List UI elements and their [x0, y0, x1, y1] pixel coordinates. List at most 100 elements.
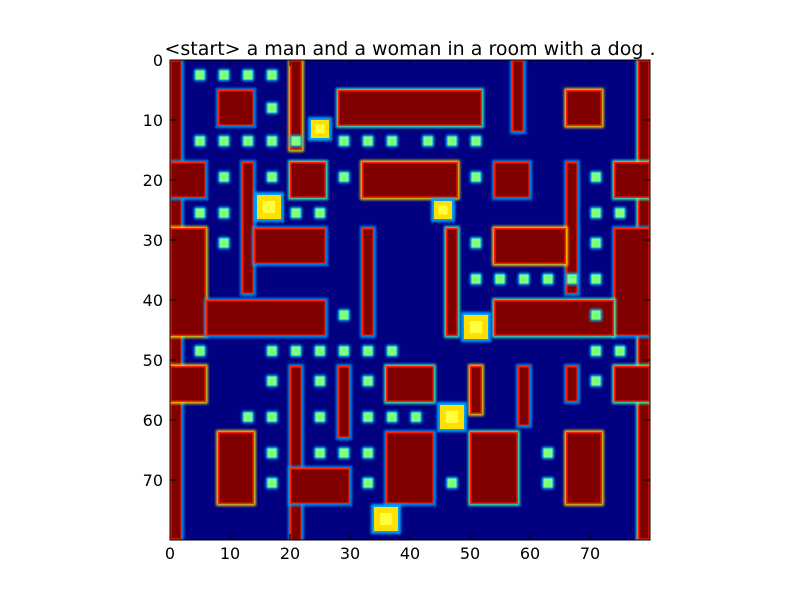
heatmap-wall-core — [171, 367, 205, 401]
heatmap-wall-block — [384, 364, 436, 404]
heatmap-pellet — [218, 135, 230, 147]
heatmap-hotspot — [431, 198, 455, 222]
heatmap-pellet — [242, 411, 254, 423]
heatmap-wall-core — [339, 91, 481, 125]
heatmap-pellet — [314, 411, 326, 423]
y-tick-label: 0 — [153, 51, 163, 70]
heatmap-pellet — [338, 345, 350, 357]
heatmap-pellet-core — [267, 412, 277, 422]
heatmap-hotspot-core — [263, 201, 275, 213]
heatmap-pellet-core — [267, 478, 277, 488]
heatmap-wall-block — [216, 430, 256, 506]
heatmap-pellet-core — [243, 70, 253, 80]
heatmap-pellet — [266, 345, 278, 357]
heatmap-pellet-core — [519, 274, 529, 284]
heatmap-pellet-core — [267, 172, 277, 182]
heatmap-pellet-core — [591, 238, 601, 248]
heatmap-pellet — [266, 477, 278, 489]
heatmap-hotspot-core — [380, 513, 392, 525]
heatmap-pellet — [590, 345, 602, 357]
heatmap-wall-core — [567, 367, 577, 401]
heatmap-wall-block — [336, 88, 484, 128]
heatmap-wall-block — [204, 298, 328, 338]
heatmap-hotspot-core — [438, 205, 448, 215]
heatmap-pellet-core — [591, 310, 601, 320]
heatmap-pellet-core — [423, 136, 433, 146]
heatmap-wall-core — [207, 301, 325, 335]
heatmap-wall-core — [219, 433, 253, 503]
heatmap-wall-block — [444, 226, 460, 338]
heatmap-wall-core — [447, 229, 457, 335]
heatmap-wall-core — [363, 163, 457, 197]
heatmap-pellet-core — [339, 136, 349, 146]
chart-title: <start> a man and a woman in a room with… — [164, 38, 655, 60]
y-tick-label: 60 — [143, 411, 163, 430]
y-tick-label: 30 — [143, 231, 163, 250]
x-tick-label: 60 — [520, 544, 540, 563]
heatmap-pellet — [314, 207, 326, 219]
heatmap-wall-core — [615, 229, 649, 335]
y-axis: 0 10 20 30 40 50 60 70 — [143, 51, 650, 490]
heatmap-pellet-core — [315, 346, 325, 356]
heatmap-pellet — [218, 69, 230, 81]
heatmap-pellet-core — [339, 172, 349, 182]
y-tick-label: 70 — [143, 471, 163, 490]
heatmap-pellet — [266, 411, 278, 423]
heatmap-pellet-core — [219, 136, 229, 146]
heatmap-hotspot — [308, 117, 332, 141]
heatmap-wall-core — [495, 229, 565, 263]
heatmap-pellet-core — [291, 136, 301, 146]
heatmap-pellet-core — [267, 103, 277, 113]
heatmap-wall-block — [468, 364, 484, 416]
heatmap-plot-area — [170, 60, 650, 540]
heatmap-wall-block — [492, 226, 568, 266]
heatmap-pellet — [218, 171, 230, 183]
heatmap-wall-core — [567, 91, 601, 125]
heatmap-pellet — [290, 345, 302, 357]
heatmap-wall-core — [495, 163, 529, 197]
heatmap-pellet — [314, 345, 326, 357]
heatmap-pellet — [314, 447, 326, 459]
heatmap-pellet-core — [591, 376, 601, 386]
heatmap-pellet-core — [339, 448, 349, 458]
heatmap-pellet-core — [591, 274, 601, 284]
x-tick-label: 30 — [340, 544, 360, 563]
heatmap-pellet-core — [195, 208, 205, 218]
heatmap-pellet-core — [471, 238, 481, 248]
heatmap-pellet — [590, 171, 602, 183]
heatmap-pellet-core — [219, 208, 229, 218]
heatmap-pellet — [590, 309, 602, 321]
heatmap-pellet — [266, 447, 278, 459]
heatmap-pellet — [362, 375, 374, 387]
heatmap-wall-block — [170, 226, 208, 338]
heatmap-pellet — [386, 135, 398, 147]
heatmap-pellet — [542, 477, 554, 489]
heatmap-pellet — [290, 135, 302, 147]
x-tick-label: 0 — [165, 544, 175, 563]
heatmap-pellet — [266, 135, 278, 147]
heatmap-pellet-core — [615, 208, 625, 218]
heatmap-pellet-core — [447, 136, 457, 146]
heatmap-pellet-core — [387, 136, 397, 146]
heatmap-hotspot-core — [315, 124, 325, 134]
heatmap-pellet — [386, 411, 398, 423]
heatmap-pellet — [194, 69, 206, 81]
heatmap-pellet-core — [387, 412, 397, 422]
heatmap-pellet — [470, 171, 482, 183]
heatmap-wall-core — [291, 367, 301, 540]
heatmap-pellet-core — [543, 478, 553, 488]
heatmap-hotspot — [461, 312, 491, 342]
heatmap-hotspot-core — [446, 411, 458, 423]
heatmap-pellet — [590, 273, 602, 285]
heatmap-pellet-core — [543, 274, 553, 284]
heatmap-hotspot — [437, 402, 467, 432]
heatmap-pellet-core — [195, 346, 205, 356]
heatmap-pellet — [242, 69, 254, 81]
heatmap-pellet — [386, 345, 398, 357]
heatmap-pellet — [446, 135, 458, 147]
heatmap-pellet-core — [195, 70, 205, 80]
heatmap-wall-core — [471, 367, 481, 413]
heatmap-wall-block — [360, 160, 460, 200]
heatmap-pellet-core — [219, 70, 229, 80]
heatmap-pellet-core — [567, 274, 577, 284]
